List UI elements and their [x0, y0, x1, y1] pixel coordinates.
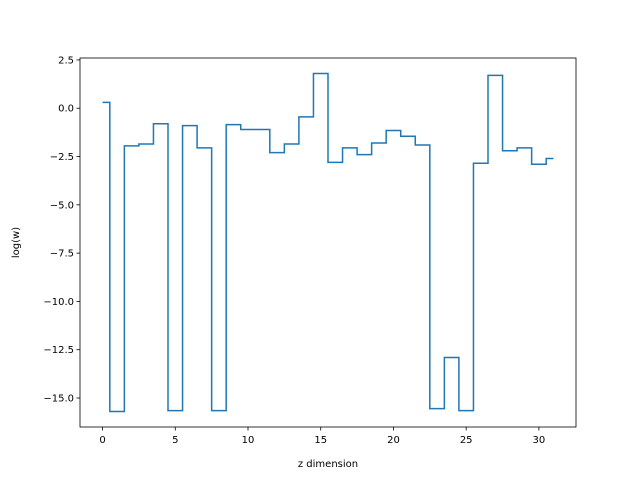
- x-tick-label: 15: [314, 435, 327, 446]
- x-tick-label: 0: [99, 435, 105, 446]
- y-tick-label: −10.0: [43, 297, 74, 308]
- y-tick-label: −7.5: [50, 249, 74, 260]
- y-tick-label: −2.5: [50, 152, 74, 163]
- y-tick-label: 0.0: [58, 104, 74, 115]
- y-tick-label: −12.5: [43, 345, 74, 356]
- y-axis-label: log(w): [11, 227, 22, 258]
- plot-layer: [102, 72, 554, 413]
- y-tick-label: −15.0: [43, 394, 74, 405]
- x-tick-label: 20: [387, 435, 400, 446]
- series-step-line: [102, 72, 554, 413]
- x-tick-label: 5: [172, 435, 178, 446]
- y-axis-ticks: 2.5 0.0 −2.5 −5.0 −7.5 −10.0 −12.5 −15.0: [43, 55, 80, 405]
- y-tick-label: 2.5: [58, 55, 74, 66]
- axes-frame: [79, 57, 577, 428]
- x-axis-label: z dimension: [298, 459, 358, 470]
- x-tick-label: 10: [242, 435, 255, 446]
- x-tick-label: 30: [533, 435, 546, 446]
- y-tick-label: −5.0: [50, 200, 74, 211]
- x-tick-label: 25: [460, 435, 473, 446]
- x-axis-ticks: 0 5 10 15 20 25 30: [99, 427, 545, 446]
